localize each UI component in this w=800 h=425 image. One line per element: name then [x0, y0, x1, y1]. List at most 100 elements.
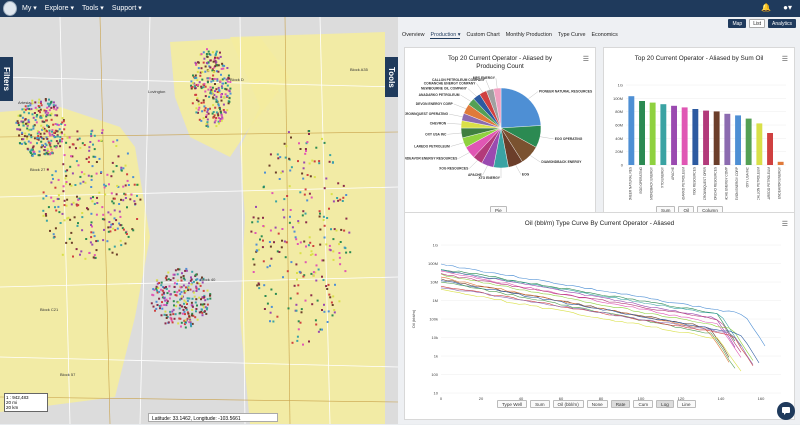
- type-well-select[interactable]: Type Well: [497, 400, 528, 408]
- well-dot[interactable]: [160, 288, 163, 291]
- well-dot[interactable]: [219, 79, 222, 82]
- well-dot[interactable]: [213, 78, 216, 80]
- well-dot[interactable]: [111, 251, 114, 254]
- well-dot[interactable]: [32, 125, 35, 128]
- well-dot[interactable]: [93, 148, 96, 151]
- well-dot[interactable]: [95, 213, 98, 216]
- well-dot[interactable]: [219, 51, 221, 54]
- well-dot[interactable]: [177, 268, 180, 271]
- well-dot[interactable]: [106, 173, 109, 176]
- well-dot[interactable]: [127, 184, 130, 186]
- well-dot[interactable]: [345, 217, 348, 220]
- well-dot[interactable]: [174, 313, 177, 316]
- well-dot[interactable]: [209, 294, 212, 297]
- well-dot[interactable]: [325, 243, 328, 246]
- well-dot[interactable]: [190, 80, 193, 83]
- well-dot[interactable]: [184, 319, 187, 322]
- well-dot[interactable]: [191, 305, 194, 308]
- well-dot[interactable]: [302, 167, 305, 170]
- well-dot[interactable]: [305, 142, 308, 145]
- well-dot[interactable]: [208, 53, 211, 55]
- well-dot[interactable]: [70, 203, 73, 206]
- well-dot[interactable]: [110, 223, 113, 226]
- well-dot[interactable]: [56, 135, 59, 138]
- well-dot[interactable]: [123, 192, 126, 195]
- well-dot[interactable]: [212, 79, 215, 82]
- well-dot[interactable]: [185, 308, 188, 311]
- well-dot[interactable]: [206, 48, 208, 51]
- well-dot[interactable]: [27, 119, 30, 122]
- well-dot[interactable]: [58, 140, 61, 143]
- pie-slice[interactable]: [500, 87, 542, 129]
- well-dot[interactable]: [26, 127, 29, 130]
- bar[interactable]: [628, 96, 635, 165]
- well-dot[interactable]: [90, 186, 93, 188]
- well-dot[interactable]: [75, 248, 78, 251]
- well-dot[interactable]: [57, 194, 60, 197]
- well-dot[interactable]: [306, 141, 309, 144]
- well-dot[interactable]: [339, 198, 342, 201]
- well-dot[interactable]: [165, 314, 168, 317]
- well-dot[interactable]: [80, 171, 83, 174]
- well-dot[interactable]: [197, 61, 200, 64]
- well-dot[interactable]: [49, 144, 52, 147]
- well-dot[interactable]: [156, 289, 158, 292]
- well-dot[interactable]: [112, 197, 115, 200]
- well-dot[interactable]: [117, 155, 120, 158]
- well-dot[interactable]: [62, 120, 65, 123]
- well-dot[interactable]: [121, 227, 124, 230]
- well-dot[interactable]: [197, 100, 200, 103]
- well-dot[interactable]: [210, 88, 213, 91]
- well-dot[interactable]: [220, 111, 222, 114]
- well-dot[interactable]: [212, 74, 215, 77]
- well-dot[interactable]: [207, 69, 210, 72]
- well-dot[interactable]: [327, 283, 330, 286]
- well-dot[interactable]: [182, 284, 185, 287]
- well-dot[interactable]: [277, 232, 280, 235]
- well-dot[interactable]: [51, 174, 54, 177]
- well-dot[interactable]: [189, 318, 192, 321]
- well-dot[interactable]: [291, 226, 294, 229]
- well-dot[interactable]: [27, 129, 30, 132]
- well-dot[interactable]: [304, 188, 307, 191]
- well-dot[interactable]: [301, 214, 304, 217]
- well-dot[interactable]: [21, 132, 24, 135]
- well-dot[interactable]: [296, 335, 299, 338]
- well-dot[interactable]: [188, 321, 191, 324]
- well-dot[interactable]: [169, 316, 172, 319]
- well-dot[interactable]: [286, 270, 289, 273]
- well-dot[interactable]: [175, 305, 178, 308]
- well-dot[interactable]: [91, 243, 94, 246]
- well-dot[interactable]: [34, 106, 37, 109]
- well-dot[interactable]: [206, 307, 209, 310]
- well-dot[interactable]: [198, 106, 201, 109]
- well-dot[interactable]: [122, 185, 125, 188]
- well-dot[interactable]: [76, 130, 79, 133]
- well-dot[interactable]: [220, 114, 223, 117]
- well-dot[interactable]: [24, 105, 27, 108]
- well-dot[interactable]: [40, 100, 42, 103]
- well-dot[interactable]: [288, 221, 291, 224]
- well-dot[interactable]: [220, 93, 223, 96]
- well-dot[interactable]: [190, 323, 192, 326]
- well-dot[interactable]: [288, 185, 291, 188]
- well-dot[interactable]: [186, 303, 188, 305]
- well-dot[interactable]: [41, 120, 44, 123]
- well-dot[interactable]: [49, 153, 52, 156]
- well-dot[interactable]: [181, 305, 183, 308]
- type-curve-series[interactable]: [440, 278, 730, 358]
- well-dot[interactable]: [108, 221, 111, 223]
- well-dot[interactable]: [344, 270, 347, 273]
- well-dot[interactable]: [61, 253, 64, 256]
- well-dot[interactable]: [160, 304, 163, 307]
- well-dot[interactable]: [19, 114, 22, 117]
- well-dot[interactable]: [113, 197, 116, 200]
- well-dot[interactable]: [193, 85, 196, 88]
- well-dot[interactable]: [226, 67, 229, 69]
- menu-support[interactable]: Support ▾: [111, 5, 142, 12]
- well-dot[interactable]: [176, 282, 178, 285]
- type-curve-series[interactable]: [440, 285, 754, 367]
- well-dot[interactable]: [204, 85, 207, 88]
- well-dot[interactable]: [269, 153, 272, 156]
- well-dot[interactable]: [268, 164, 271, 167]
